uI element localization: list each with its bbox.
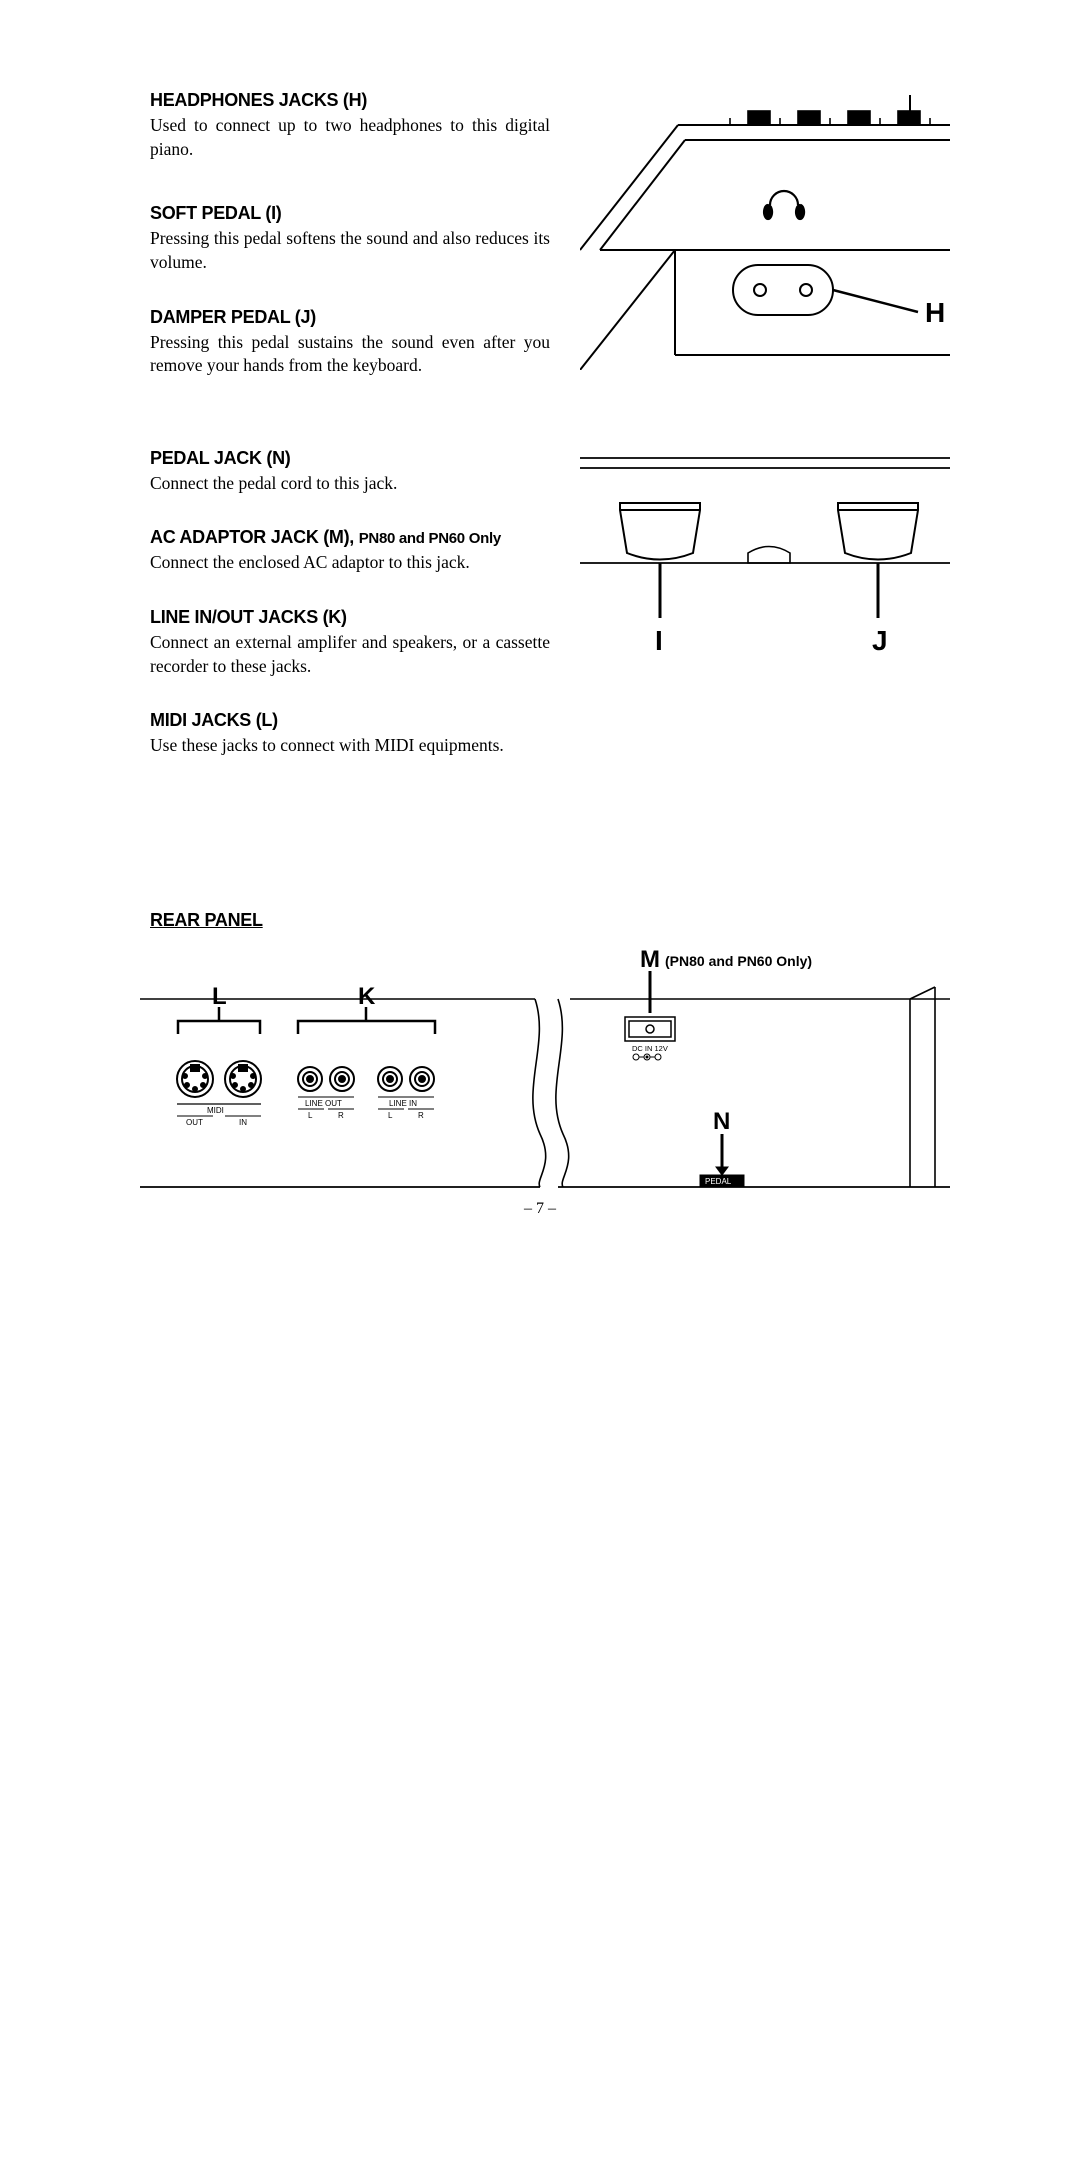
body-n: Connect the pedal cord to this jack.	[150, 472, 550, 496]
label-m: M	[640, 949, 660, 973]
body-m: Connect the enclosed AC adaptor to this …	[150, 551, 550, 575]
section-pedal-jack: PEDAL JACK (N) Connect the pedal cord to…	[150, 448, 550, 496]
heading-n: PEDAL JACK (N)	[150, 448, 550, 469]
page-number: – 7 –	[0, 1200, 1080, 1218]
label-out: OUT	[186, 1118, 203, 1127]
section-midi-jacks: MIDI JACKS (L) Use these jacks to connec…	[150, 710, 550, 758]
section-line-jacks: LINE IN/OUT JACKS (K) Connect an externa…	[150, 607, 550, 678]
label-i: I	[655, 625, 663, 656]
heading-m: AC ADAPTOR JACK (M), PN80 and PN60 Only	[150, 527, 550, 548]
section-damper-pedal: DAMPER PEDAL (J) Pressing this pedal sus…	[150, 307, 550, 378]
svg-text:R: R	[418, 1111, 424, 1120]
label-pedal: PEDAL	[705, 1177, 732, 1186]
label-n: N	[713, 1108, 730, 1135]
heading-j: DAMPER PEDAL (J)	[150, 307, 550, 328]
section-soft-pedal: SOFT PEDAL (I) Pressing this pedal softe…	[150, 203, 550, 274]
section-ac-adaptor: AC ADAPTOR JACK (M), PN80 and PN60 Only …	[150, 527, 550, 575]
body-i: Pressing this pedal softens the sound an…	[150, 227, 550, 274]
label-lineout: LINE OUT	[305, 1099, 342, 1108]
label-dc: DC IN 12V	[632, 1044, 668, 1053]
label-l: L	[212, 983, 227, 1010]
label-h: H	[925, 297, 945, 328]
body-k: Connect an external amplifer and speaker…	[150, 631, 550, 678]
label-in: IN	[239, 1118, 247, 1127]
heading-l: MIDI JACKS (L)	[150, 710, 550, 731]
heading-i: SOFT PEDAL (I)	[150, 203, 550, 224]
figure-headphones-jack: H	[580, 90, 950, 370]
label-j: J	[872, 625, 888, 656]
heading-h: HEADPHONES JACKS (H)	[150, 90, 550, 111]
svg-text:L: L	[308, 1111, 313, 1120]
section-headphones: HEADPHONES JACKS (H) Used to connect up …	[150, 90, 550, 161]
body-l: Use these jacks to connect with MIDI equ…	[150, 734, 550, 758]
body-h: Used to connect up to two headphones to …	[150, 114, 550, 161]
figure-pedals: I J	[580, 448, 950, 678]
svg-text:R: R	[338, 1111, 344, 1120]
label-linein: LINE IN	[389, 1099, 417, 1108]
figure-rear-panel: M (PN80 and PN60 Only) L K	[140, 949, 950, 1209]
body-j: Pressing this pedal sustains the sound e…	[150, 331, 550, 378]
heading-k: LINE IN/OUT JACKS (K)	[150, 607, 550, 628]
heading-rear-panel: REAR PANEL	[150, 910, 960, 931]
label-midi: MIDI	[207, 1106, 224, 1115]
svg-text:L: L	[388, 1111, 393, 1120]
label-k: K	[358, 983, 376, 1010]
label-m-note: (PN80 and PN60 Only)	[665, 953, 812, 969]
